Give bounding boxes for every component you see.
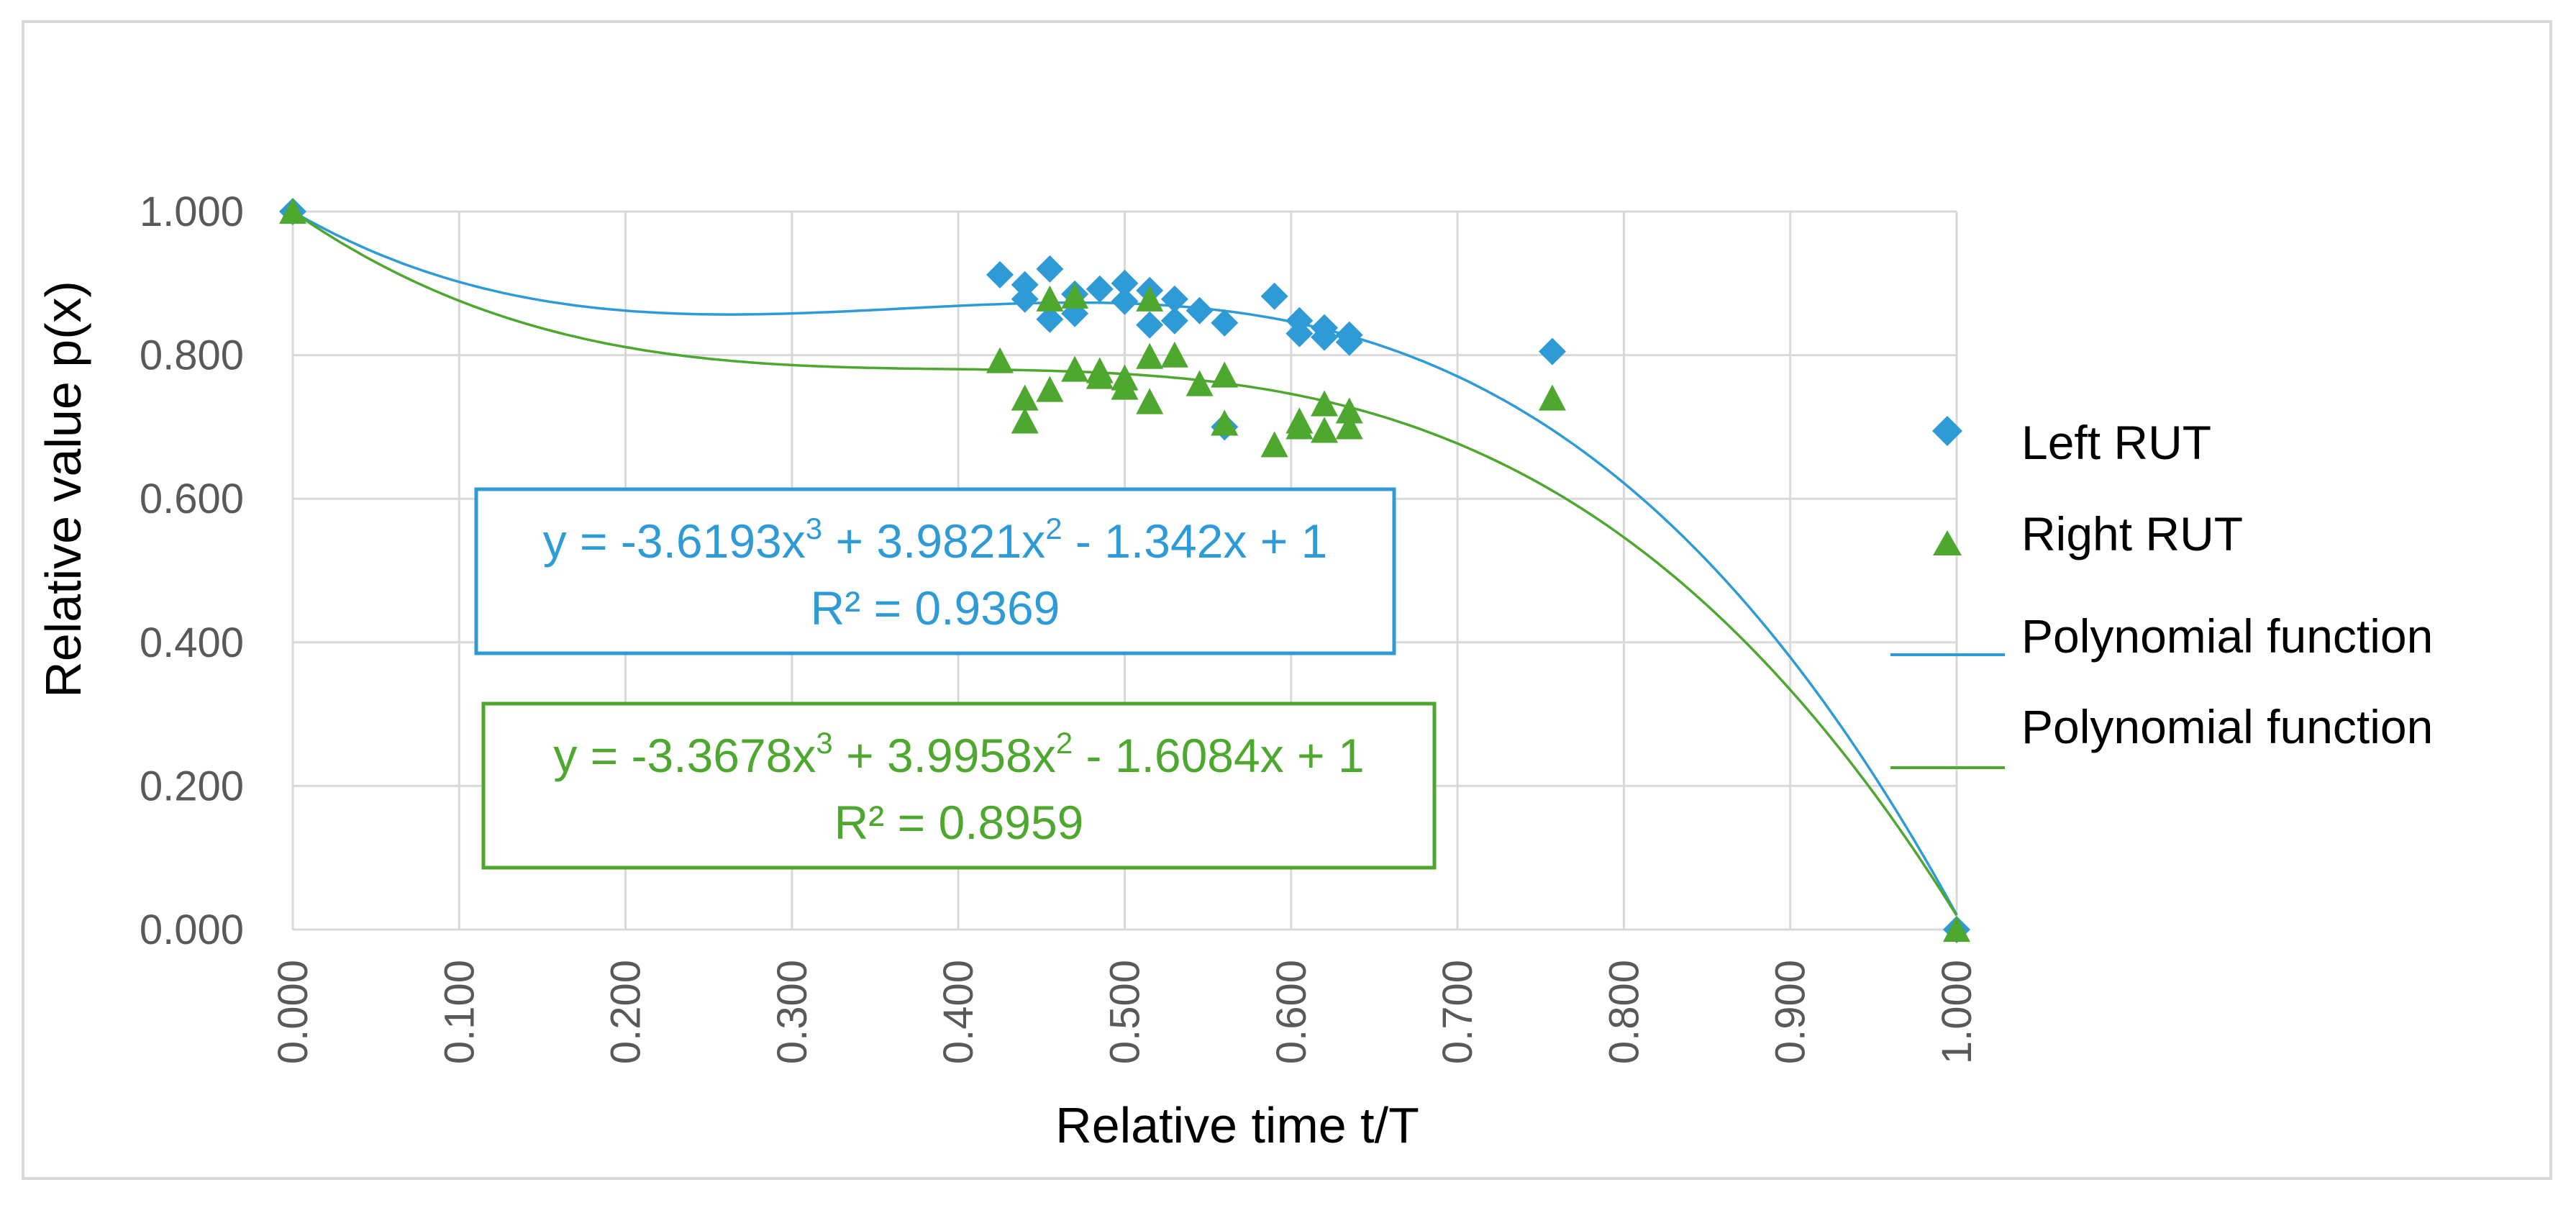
y-tick-label: 0.800 bbox=[140, 332, 244, 379]
equation-right-part2: + 3.9958x bbox=[833, 729, 1056, 782]
point-right-rut bbox=[1061, 282, 1089, 309]
point-left-rut bbox=[1111, 287, 1139, 315]
point-right-rut bbox=[1260, 431, 1288, 458]
x-tick-labels: 0.000 0.100 0.200 0.300 0.400 0.500 0.600 0.700… bbox=[270, 960, 1980, 1064]
point-left-rut bbox=[1260, 282, 1288, 310]
point-left-rut bbox=[986, 260, 1014, 289]
equation-left-exp2: 2 bbox=[1045, 512, 1062, 545]
equation-right-exp3: 3 bbox=[816, 726, 832, 760]
y-tick-label: 0.200 bbox=[140, 763, 244, 809]
x-tick-label: 0.500 bbox=[1102, 960, 1149, 1064]
point-left-rut bbox=[1086, 275, 1114, 303]
point-right-rut bbox=[1335, 397, 1363, 424]
x-tick-label: 0.300 bbox=[769, 960, 816, 1064]
point-right-rut bbox=[1211, 361, 1239, 388]
point-right-rut bbox=[1285, 413, 1314, 440]
equation-box-right-border bbox=[481, 701, 1437, 870]
equation-right-exp2: 2 bbox=[1056, 726, 1073, 760]
legend: Left RUT Right RUT Polynomial function P… bbox=[1890, 416, 2433, 769]
legend-label-polynomial-blue: Polynomial function bbox=[2021, 609, 2433, 663]
point-right-rut bbox=[1185, 370, 1214, 396]
point-right-rut bbox=[986, 347, 1014, 373]
x-tick-label: 0.000 bbox=[270, 960, 317, 1064]
point-left-rut bbox=[1036, 255, 1064, 283]
x-tick-label: 0.800 bbox=[1601, 960, 1647, 1064]
point-left-rut bbox=[1538, 337, 1566, 365]
equation-left-part2: + 3.9821x bbox=[822, 514, 1045, 568]
x-tick-label: 0.200 bbox=[603, 960, 650, 1064]
point-right-rut bbox=[1011, 384, 1039, 411]
legend-label-right-rut: Right RUT bbox=[2021, 507, 2243, 560]
y-axis-title: Relative value p(x) bbox=[35, 281, 91, 698]
point-left-rut bbox=[1136, 311, 1164, 339]
y-tick-label: 0.000 bbox=[140, 907, 244, 953]
point-left-rut bbox=[1285, 319, 1314, 348]
point-right-rut bbox=[1335, 413, 1363, 440]
legend-triangle-icon bbox=[1933, 530, 1962, 555]
point-left-rut bbox=[1311, 323, 1339, 351]
point-left-rut bbox=[1211, 309, 1239, 337]
equation-box-right: y = -3.3678x3 + 3.9958x2 - 1.6084x + 1 R… bbox=[481, 701, 1437, 870]
equation-left-exp3: 3 bbox=[806, 512, 822, 545]
y-tick-label: 1.000 bbox=[140, 189, 244, 235]
point-right-rut bbox=[1211, 409, 1239, 436]
point-left-rut bbox=[1011, 271, 1039, 299]
y-tick-labels: 0.000 0.200 0.400 0.600 0.800 1.000 bbox=[140, 189, 244, 953]
point-right-rut bbox=[1036, 376, 1064, 402]
point-right-rut bbox=[1311, 417, 1339, 443]
point-left-rut bbox=[1185, 296, 1214, 324]
x-tick-label: 0.600 bbox=[1268, 960, 1315, 1064]
r-squared-left: R² = 0.9369 bbox=[811, 581, 1060, 635]
point-right-rut bbox=[1111, 373, 1139, 400]
point-right-rut bbox=[1311, 390, 1339, 417]
equation-right-part1: y = -3.3678x bbox=[553, 729, 816, 782]
point-right-rut bbox=[1538, 384, 1566, 411]
point-right-rut bbox=[1136, 388, 1164, 414]
x-tick-label: 0.900 bbox=[1767, 960, 1814, 1064]
y-tick-label: 0.600 bbox=[140, 476, 244, 522]
equation-box-left-border bbox=[474, 487, 1396, 655]
legend-label-polynomial-green: Polynomial function bbox=[2021, 700, 2433, 753]
point-right-rut bbox=[1061, 355, 1089, 382]
equation-right: y = -3.3678x3 + 3.9958x2 - 1.6084x + 1 bbox=[553, 726, 1364, 782]
x-tick-label: 0.400 bbox=[935, 960, 982, 1064]
equation-left: y = -3.6193x3 + 3.9821x2 - 1.342x + 1 bbox=[543, 512, 1328, 568]
point-right-rut bbox=[1086, 363, 1114, 389]
legend-diamond-icon bbox=[1932, 416, 1962, 446]
point-right-rut bbox=[1160, 341, 1188, 368]
legend-label-left-rut: Left RUT bbox=[2021, 416, 2211, 469]
equation-left-part1: y = -3.6193x bbox=[543, 514, 806, 568]
point-left-rut bbox=[1160, 306, 1188, 335]
x-tick-label: 0.700 bbox=[1434, 960, 1481, 1064]
point-left-rut bbox=[1111, 269, 1139, 297]
point-right-rut bbox=[279, 198, 306, 224]
equation-left-part3: - 1.342x + 1 bbox=[1062, 514, 1328, 568]
point-right-rut bbox=[1136, 342, 1164, 369]
point-left-rut bbox=[1011, 285, 1039, 313]
data-points bbox=[279, 198, 1970, 943]
point-right-rut bbox=[1036, 285, 1064, 312]
equation-box-left: y = -3.6193x3 + 3.9821x2 - 1.342x + 1 R²… bbox=[474, 487, 1396, 655]
point-right-rut bbox=[1136, 285, 1164, 312]
point-left-rut bbox=[1160, 285, 1188, 313]
y-tick-label: 0.400 bbox=[140, 619, 244, 666]
x-tick-label: 1.000 bbox=[1934, 960, 1980, 1064]
point-left-rut bbox=[1335, 328, 1363, 356]
point-left-rut bbox=[1036, 305, 1064, 333]
x-axis-title: Relative time t/T bbox=[1055, 1097, 1419, 1153]
equation-right-part3: - 1.6084x + 1 bbox=[1073, 729, 1364, 782]
r-squared-right: R² = 0.8959 bbox=[834, 796, 1084, 849]
point-right-rut bbox=[1011, 407, 1039, 434]
point-right-rut bbox=[1943, 916, 1970, 943]
x-tick-label: 0.100 bbox=[436, 960, 483, 1064]
